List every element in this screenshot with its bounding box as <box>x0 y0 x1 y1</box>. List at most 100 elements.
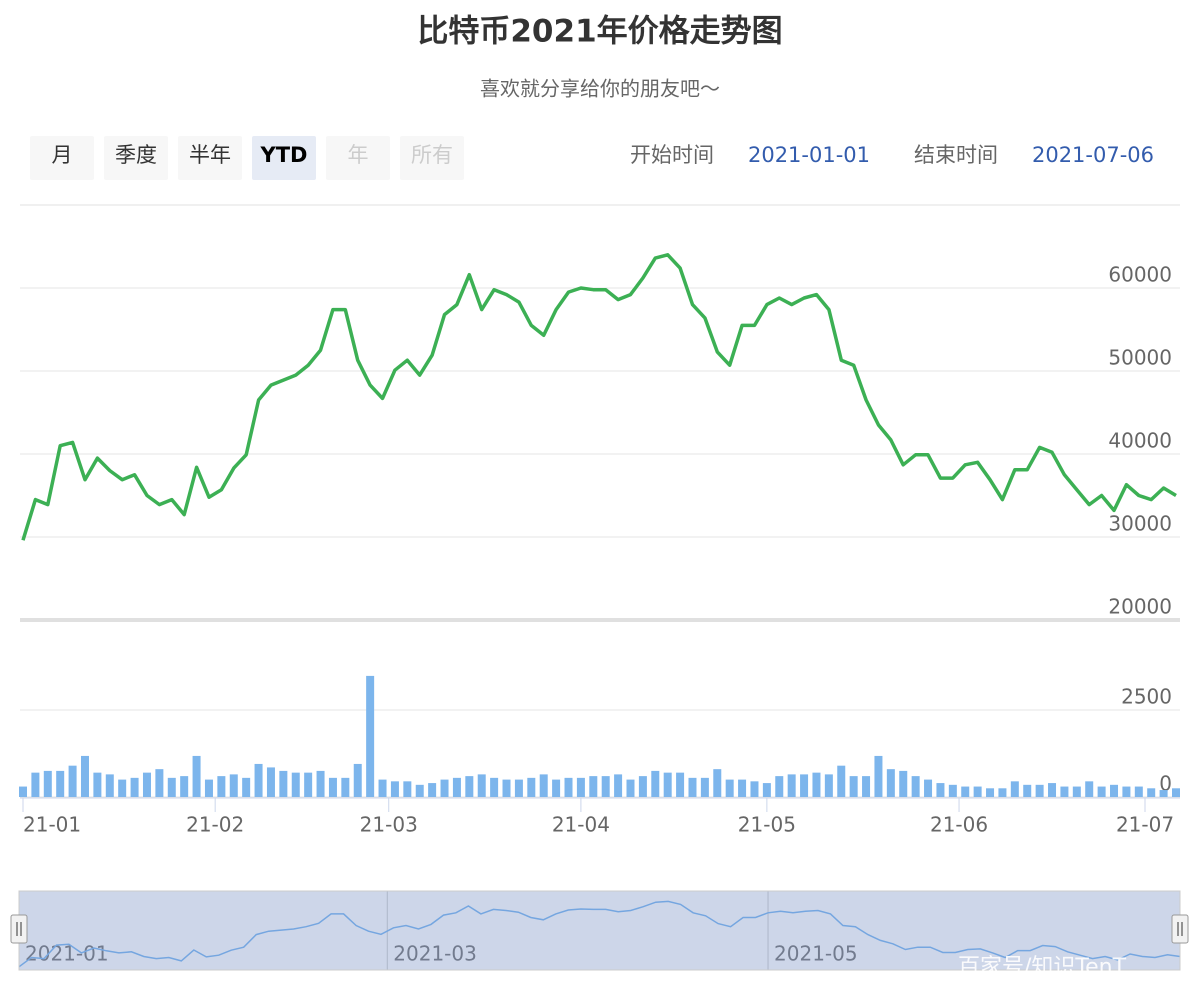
volume-bar <box>80 755 89 797</box>
volume-bar <box>539 774 548 797</box>
x-tick-label: 21-05 <box>738 813 796 837</box>
range-button-bg <box>326 136 390 180</box>
volume-bar <box>986 788 995 797</box>
navigator-handle-left[interactable] <box>10 914 28 944</box>
end-date-input[interactable]: 2021-07-06 <box>1032 143 1154 167</box>
volume-bar <box>118 779 127 797</box>
y-tick-label: 50000 <box>1108 346 1172 370</box>
y-tick-label: 30000 <box>1108 512 1172 536</box>
volume-bar <box>514 779 523 797</box>
volume-bar <box>167 777 176 797</box>
start-date-input[interactable]: 2021-01-01 <box>748 143 870 167</box>
volume-bar <box>787 774 796 797</box>
volume-bar <box>390 781 399 797</box>
volume-bar <box>899 770 908 797</box>
volume-bar <box>663 772 672 797</box>
volume-bar <box>862 776 871 797</box>
volume-bar <box>502 779 511 797</box>
volume-bar <box>750 781 759 797</box>
volume-bar <box>204 779 213 797</box>
navigator-line <box>18 900 1181 968</box>
range-button-label: 半年 <box>189 143 231 167</box>
range-button[interactable]: 月 <box>30 136 94 180</box>
range-button-bg <box>252 136 316 180</box>
volume-bar <box>651 770 660 797</box>
volume-bar <box>1147 788 1156 797</box>
volume-bar <box>676 772 685 797</box>
volume-bar <box>242 777 251 797</box>
volume-bar <box>477 774 486 797</box>
volume-bar <box>886 769 895 797</box>
volume-bar <box>465 776 474 797</box>
start-label: 开始时间 <box>630 143 714 167</box>
volume-bar <box>1048 783 1057 797</box>
volume-bar <box>849 776 858 797</box>
navigator-tick-label: 2021-05 <box>774 942 858 966</box>
range-button-bg <box>104 136 168 180</box>
range-button[interactable]: 季度 <box>104 136 168 180</box>
price-line <box>21 253 1177 541</box>
volume-bar <box>56 770 65 797</box>
volume-bar <box>180 776 189 797</box>
volume-bar <box>304 772 313 797</box>
y2-tick-label: 0 <box>1159 772 1172 796</box>
volume-bar <box>452 777 461 797</box>
y-tick-label: 20000 <box>1108 595 1172 619</box>
volume-bar <box>279 770 288 797</box>
volume-bar <box>564 777 573 797</box>
volume-bar <box>1122 786 1131 797</box>
volume-bar <box>43 770 52 797</box>
volume-bar <box>725 779 734 797</box>
range-button-label: 月 <box>52 143 73 167</box>
chart-title: 比特币2021年价格走势图 <box>417 14 782 50</box>
x-tick-label: 21-03 <box>360 813 418 837</box>
chart-subtitle: 喜欢就分享给你的朋友吧～ <box>480 77 720 101</box>
navigator-tick-label: 2021-01 <box>25 942 109 966</box>
navigator-tick-label: 2021-03 <box>393 942 477 966</box>
range-button-bg <box>400 136 464 180</box>
volume-bar <box>31 772 40 797</box>
range-button: 年 <box>326 136 390 180</box>
volume-bar <box>911 776 920 797</box>
x-tick-label: 21-04 <box>552 813 610 837</box>
range-button-bg <box>30 136 94 180</box>
volume-bar <box>614 774 623 797</box>
volume-bar <box>378 779 387 797</box>
volume-bar <box>638 776 647 797</box>
volume-bar <box>490 777 499 797</box>
volume-bar <box>19 786 27 797</box>
volume-bar <box>973 786 982 797</box>
range-button[interactable]: YTD <box>252 136 316 180</box>
volume-bar <box>1072 786 1081 797</box>
volume-bar <box>142 772 151 797</box>
volume-bar <box>1097 786 1106 797</box>
volume-bar <box>341 777 350 797</box>
y-tick-label: 60000 <box>1108 263 1172 287</box>
volume-bar <box>254 763 263 797</box>
volume-bar <box>924 779 933 797</box>
volume-bar <box>428 783 437 797</box>
volume-bar <box>1060 786 1069 797</box>
range-button-label: 年 <box>348 143 369 167</box>
volume-bar <box>713 769 722 797</box>
volume-bar <box>93 772 102 797</box>
y-tick-label: 40000 <box>1108 429 1172 453</box>
navigator-handle-right[interactable] <box>1171 914 1189 944</box>
volume-bar <box>589 776 598 797</box>
range-button[interactable]: 半年 <box>178 136 242 180</box>
volume-bar <box>1085 781 1094 797</box>
volume-bar <box>105 774 114 797</box>
volume-bar <box>316 770 325 797</box>
volume-bar <box>229 774 238 797</box>
range-button-bg <box>178 136 242 180</box>
volume-bar <box>328 777 337 797</box>
x-tick-label: 21-02 <box>186 813 244 837</box>
y2-tick-label: 2500 <box>1121 685 1172 709</box>
watermark: 百家号/知识TenT <box>958 955 1127 980</box>
navigator-mask[interactable] <box>18 890 1181 971</box>
range-button-label: 季度 <box>115 143 157 167</box>
x-tick-label: 21-01 <box>23 813 81 837</box>
volume-bar <box>1035 784 1044 797</box>
volume-bar <box>192 755 201 797</box>
